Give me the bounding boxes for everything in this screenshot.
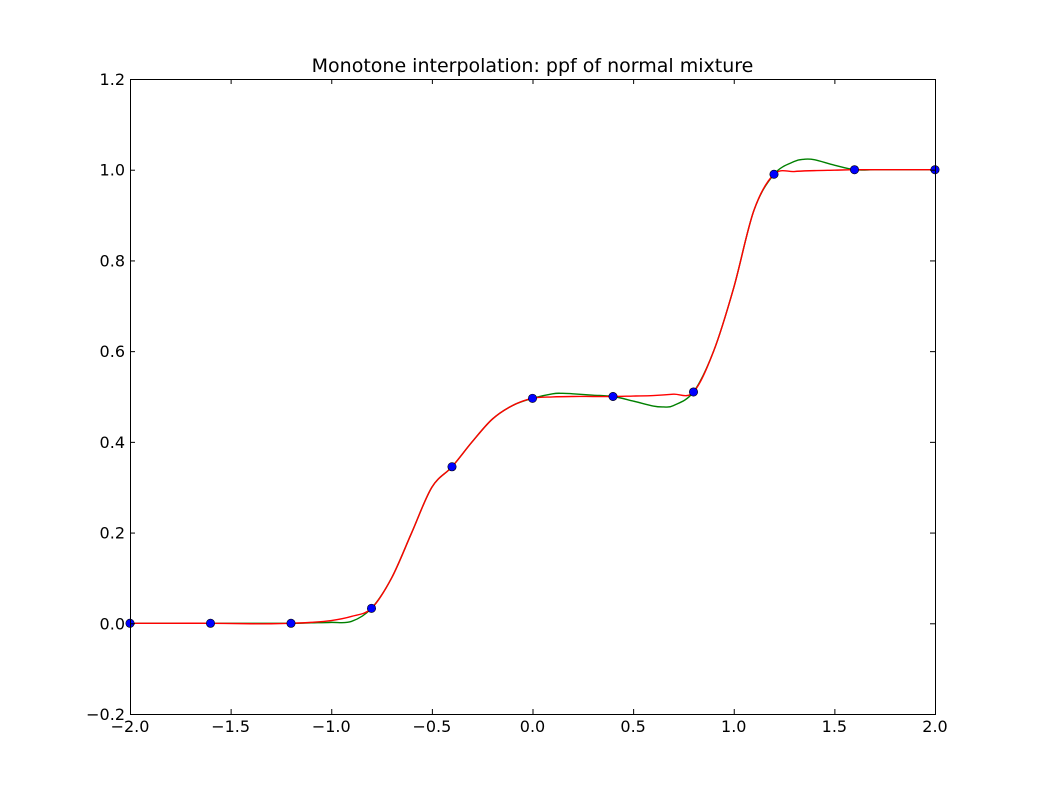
x-tick-label: 0.5 — [620, 717, 645, 736]
data-point — [688, 387, 698, 397]
x-tick-label: −1.5 — [211, 717, 250, 736]
data-point — [447, 462, 457, 472]
data-point — [608, 391, 618, 401]
y-tick-label: 1.2 — [100, 70, 125, 89]
series-line-2 — [129, 168, 935, 625]
data-point — [366, 603, 376, 613]
y-tick-label: −0.2 — [86, 705, 125, 724]
x-tick-label: −2.0 — [111, 717, 150, 736]
y-tick-label: 0.4 — [100, 433, 125, 452]
x-tick-label: −0.5 — [412, 717, 451, 736]
y-tick-label: 0.0 — [100, 614, 125, 633]
data-point — [769, 169, 779, 179]
y-axis: −0.2 0.0 0.2 0.4 0.6 0.8 1.0 1.2 — [86, 70, 935, 724]
chart-title: Monotone interpolation: ppf of normal mi… — [312, 55, 754, 77]
x-tick-label: −1.0 — [312, 717, 351, 736]
data-point — [527, 393, 537, 403]
series-layer — [129, 158, 935, 625]
x-tick-label: 0.0 — [520, 717, 545, 736]
x-tick-label: 1.0 — [721, 717, 746, 736]
x-axis: −2.0 −1.5 −1.0 −0.5 0.0 0.5 1.0 1.5 2.0 — [111, 79, 948, 736]
y-tick-label: 0.6 — [100, 342, 125, 361]
x-tick-label: 1.5 — [822, 717, 847, 736]
y-tick-label: 0.2 — [100, 524, 125, 543]
data-point — [849, 165, 859, 175]
data-point — [206, 618, 216, 628]
x-tick-label: 2.0 — [922, 717, 947, 736]
y-tick-label: 1.0 — [100, 161, 125, 180]
points-layer — [125, 165, 940, 628]
data-point — [286, 618, 296, 628]
y-tick-label: 0.8 — [100, 251, 125, 270]
series-line-1 — [129, 158, 935, 625]
